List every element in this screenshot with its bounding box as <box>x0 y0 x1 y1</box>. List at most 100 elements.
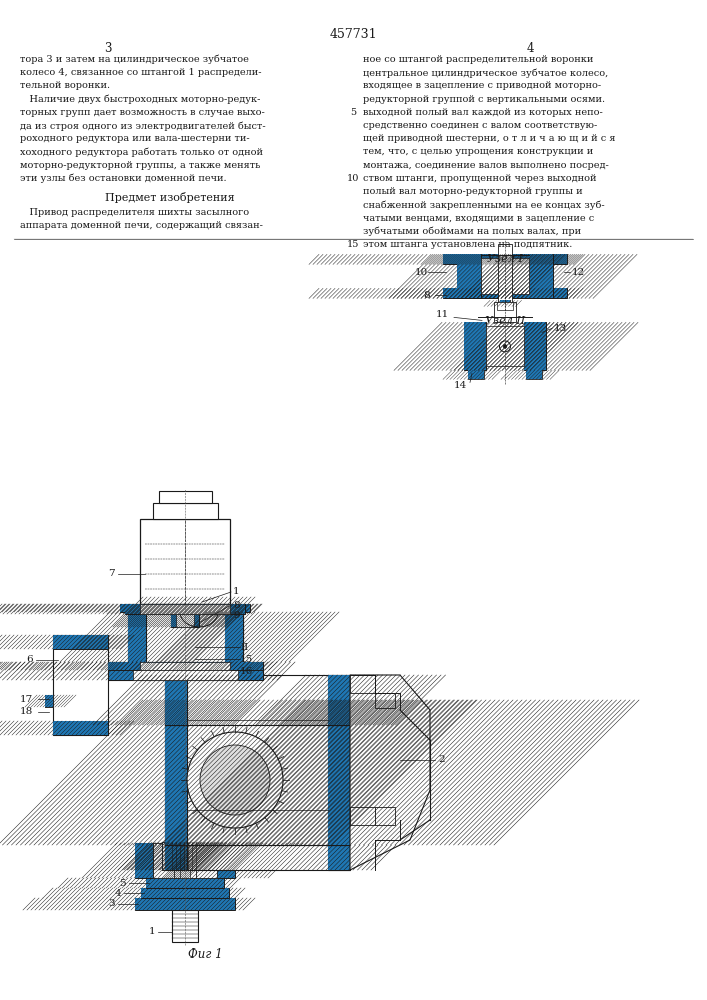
Text: Узел I: Узел I <box>487 254 523 264</box>
Text: этом штанга установлена на подпятник.: этом штанга установлена на подпятник. <box>363 240 573 249</box>
Bar <box>481 258 529 294</box>
Bar <box>135 843 153 878</box>
Bar <box>172 910 198 942</box>
Bar <box>135 898 235 910</box>
Bar <box>165 845 187 870</box>
Bar <box>165 845 350 870</box>
Bar <box>135 604 235 612</box>
Bar <box>180 728 190 878</box>
Text: полый вал моторно-редукторной группы и: полый вал моторно-редукторной группы и <box>363 187 583 196</box>
Bar <box>128 612 146 662</box>
Text: моторно-редукторной группы, а также менять: моторно-редукторной группы, а также меня… <box>20 161 260 170</box>
Bar <box>128 612 243 662</box>
Bar <box>165 675 187 725</box>
Bar <box>176 597 194 627</box>
Bar <box>443 254 567 264</box>
Bar <box>162 842 172 870</box>
Text: Предмет изобретения: Предмет изобретения <box>105 192 235 203</box>
Text: редукторной группой с вертикальными осями.: редукторной группой с вертикальными осям… <box>363 95 605 104</box>
Bar <box>133 662 238 680</box>
Bar <box>125 604 245 614</box>
Bar <box>108 662 263 680</box>
Bar <box>494 302 516 322</box>
Bar <box>140 662 230 670</box>
Bar <box>328 675 350 725</box>
Text: 4: 4 <box>526 42 534 55</box>
Bar <box>498 244 512 306</box>
Bar <box>141 888 229 898</box>
Text: 15: 15 <box>240 654 253 664</box>
Text: тора 3 и затем на цилиндрическое зубчатое: тора 3 и затем на цилиндрическое зубчато… <box>20 55 249 64</box>
Bar <box>165 700 187 845</box>
Bar <box>500 300 510 306</box>
Bar <box>108 662 263 680</box>
Bar <box>140 604 230 614</box>
Bar <box>171 597 199 627</box>
Text: хоходного редуктора работать только от одной: хоходного редуктора работать только от о… <box>20 147 263 157</box>
Bar <box>174 728 196 878</box>
Bar <box>328 845 350 870</box>
Text: 11: 11 <box>436 310 449 319</box>
Bar <box>529 254 553 298</box>
Bar <box>153 843 217 878</box>
Bar <box>159 491 212 503</box>
Text: торных групп дает возможность в случае выхо-: торных групп дает возможность в случае в… <box>20 108 264 117</box>
Circle shape <box>200 745 270 815</box>
Bar <box>53 721 108 735</box>
Text: 2: 2 <box>438 756 445 764</box>
Text: 6: 6 <box>26 656 33 664</box>
Text: 13: 13 <box>554 324 567 333</box>
Bar <box>468 370 484 379</box>
Bar <box>128 612 146 662</box>
Bar <box>165 675 187 725</box>
Bar <box>468 370 484 379</box>
Text: 1: 1 <box>233 587 240 596</box>
Text: да из строя одного из электродвигателей быст-: да из строя одного из электродвигателей … <box>20 121 266 131</box>
Text: ством штанги, пропущенной через выходной: ством штанги, пропущенной через выходной <box>363 174 597 183</box>
Bar <box>153 503 218 519</box>
Bar <box>120 604 250 612</box>
Bar <box>443 288 567 298</box>
Bar <box>217 843 235 878</box>
Text: входящее в зацепление с приводной моторно-: входящее в зацепление с приводной моторн… <box>363 81 601 90</box>
Bar <box>457 254 481 298</box>
Bar <box>526 370 542 379</box>
Circle shape <box>187 732 283 828</box>
Bar <box>529 254 553 298</box>
Text: 15: 15 <box>347 240 359 249</box>
Bar <box>45 695 53 707</box>
Bar <box>135 898 235 910</box>
Bar <box>140 519 230 604</box>
Text: аппарата доменной печи, содержащий связан-: аппарата доменной печи, содержащий связа… <box>20 221 263 230</box>
Text: 5: 5 <box>350 108 356 117</box>
Bar <box>53 721 108 735</box>
Text: тем, что, с целью упрощения конструкции и: тем, что, с целью упрощения конструкции … <box>363 147 593 156</box>
Bar <box>120 604 250 612</box>
Text: 1: 1 <box>148 928 155 936</box>
Text: роходного редуктора или вала-шестерни ти-: роходного редуктора или вала-шестерни ти… <box>20 134 250 143</box>
Text: 17: 17 <box>20 694 33 704</box>
Bar <box>225 612 243 662</box>
Bar <box>108 662 263 670</box>
Text: 457731: 457731 <box>329 28 377 41</box>
Bar <box>443 288 567 298</box>
Bar <box>464 322 486 370</box>
Bar <box>108 662 263 670</box>
Text: эти узлы без остановки доменной печи.: эти узлы без остановки доменной печи. <box>20 174 227 183</box>
Bar <box>375 807 395 825</box>
Bar <box>146 878 224 888</box>
Bar <box>53 635 108 735</box>
Bar <box>457 254 481 298</box>
Text: II: II <box>240 643 248 652</box>
Bar <box>526 370 542 379</box>
Text: Наличие двух быстроходных моторно-редук-: Наличие двух быстроходных моторно-редук- <box>20 95 260 104</box>
Bar <box>198 842 208 870</box>
Text: 10: 10 <box>347 174 359 183</box>
Text: 4: 4 <box>115 888 121 898</box>
Bar <box>524 322 546 370</box>
Text: Фиг 1: Фиг 1 <box>187 948 222 962</box>
Text: ное со штангой распределительной воронки: ное со штангой распределительной воронки <box>363 55 593 64</box>
Bar <box>165 845 187 870</box>
Text: 3: 3 <box>104 42 112 55</box>
Text: 5: 5 <box>119 879 126 888</box>
